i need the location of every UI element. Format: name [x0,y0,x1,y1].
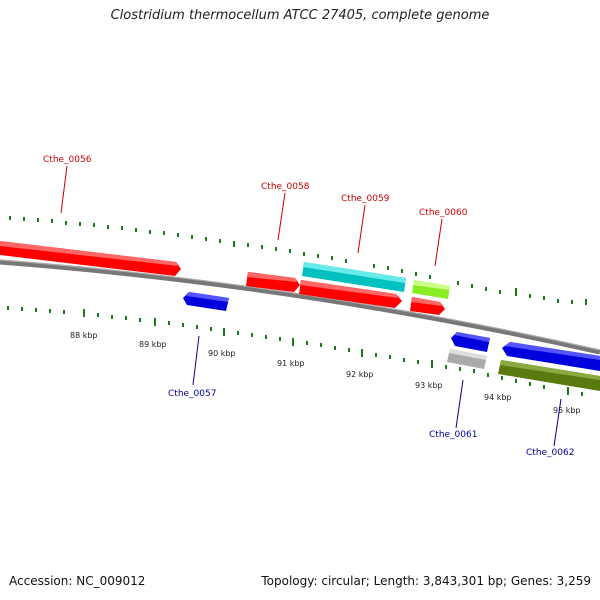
gene-label-cthe-0058[interactable]: Cthe_0058 [261,182,310,192]
tick-label: 88 kbp [70,331,98,340]
gene-cthe-0061[interactable] [451,332,490,352]
gene-label-cthe-0056[interactable]: Cthe_0056 [43,155,92,165]
tick-label: 92 kbp [346,370,374,379]
tick-label: 94 kbp [484,393,512,402]
genome-backbone [0,259,600,355]
tick-label: 90 kbp [208,349,236,358]
map-title: Clostridium thermocellum ATCC 27405, com… [110,8,490,23]
gene-cthe-0059[interactable] [302,262,406,292]
gene-label-cthe-0062[interactable]: Cthe_0062 [526,448,574,458]
gene-labels: Cthe_0056 Cthe_0057 Cthe_0058 Cthe_0059 … [43,155,574,458]
gene-label-cthe-0061[interactable]: Cthe_0061 [429,430,477,440]
gene-cthe-0060-segment[interactable] [410,297,445,315]
upper-tick-rail [9,216,587,305]
gene-cthe-0062-segment[interactable] [498,360,600,391]
tick-label: 95 kbp [553,406,581,415]
gene-label-cthe-0059[interactable]: Cthe_0059 [341,194,390,204]
tick-label: 89 kbp [139,340,167,349]
gene-label-cthe-0060[interactable]: Cthe_0060 [419,208,468,218]
gene-cthe-0057[interactable] [183,292,229,311]
gene-cthe-0056[interactable] [0,241,181,276]
gene-cthe-0060[interactable] [412,280,450,299]
label-leaders [60,165,562,447]
gene-cthe-0061-pseudo[interactable] [447,349,487,369]
genome-stats: Topology: circular; Length: 3,843,301 bp… [261,574,591,588]
accession-info: Accession: NC_009012 [9,574,146,588]
gene-cthe-0062[interactable] [502,342,600,371]
tick-label: 93 kbp [415,381,443,390]
gene-cthe-0058[interactable] [246,272,300,292]
kbp-labels: 88 kbp 89 kbp 90 kbp 91 kbp 92 kbp 93 kb… [70,331,581,415]
tick-label: 91 kbp [277,359,305,368]
gene-label-cthe-0057[interactable]: Cthe_0057 [168,389,216,399]
lower-tick-rail [7,306,583,396]
gene-cthe-0059-segment[interactable] [299,280,402,308]
